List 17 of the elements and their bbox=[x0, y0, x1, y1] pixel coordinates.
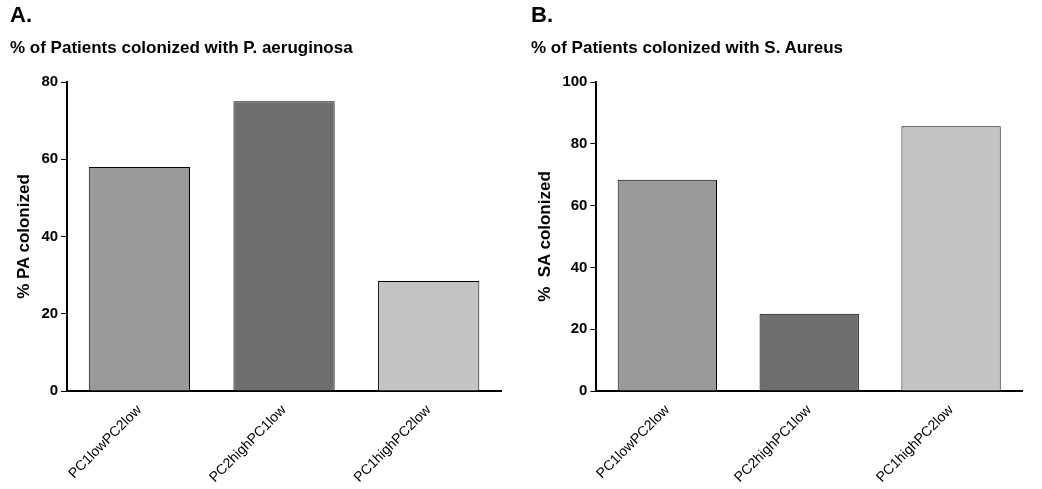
y-tick-label: 20 bbox=[570, 319, 588, 337]
y-tick-label: 40 bbox=[41, 226, 59, 244]
y-tick-label: 0 bbox=[579, 381, 588, 399]
text: B. bbox=[531, 2, 553, 28]
text: A. bbox=[10, 2, 32, 28]
y-axis-title: % PA colonized bbox=[13, 174, 33, 299]
y-tick-label: 80 bbox=[41, 72, 59, 90]
y-tick-label: 100 bbox=[562, 72, 588, 90]
y-tick-label: 60 bbox=[41, 149, 59, 167]
chart-title: % of Patients colonized with S. Aureus bbox=[531, 38, 844, 58]
y-axis-title: % SA colonized bbox=[534, 171, 554, 302]
chart-title: % of Patients colonized with P. aeruginosa bbox=[10, 38, 353, 58]
y-tick-label: 20 bbox=[41, 303, 59, 321]
y-tick-label: 80 bbox=[570, 133, 588, 151]
y-tick-label: 60 bbox=[570, 195, 588, 213]
y-tick-label: 40 bbox=[570, 257, 588, 275]
y-tick-label: 0 bbox=[49, 381, 59, 399]
